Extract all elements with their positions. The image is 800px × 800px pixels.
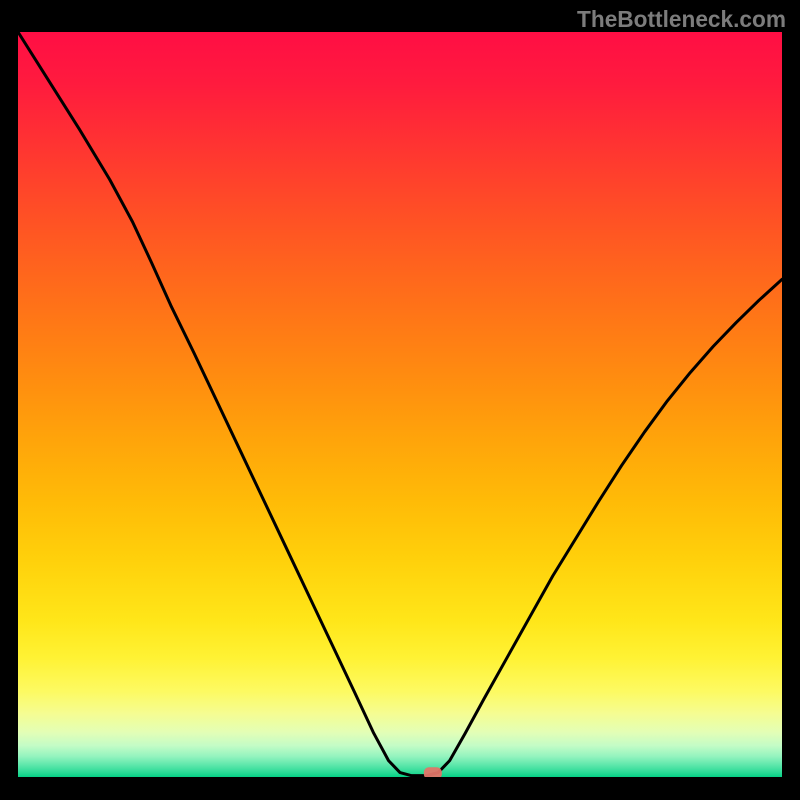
bottleneck-chart	[0, 0, 800, 800]
watermark-text: TheBottleneck.com	[577, 6, 786, 33]
plot-background-gradient	[18, 32, 782, 777]
chart-frame: TheBottleneck.com	[0, 0, 800, 800]
